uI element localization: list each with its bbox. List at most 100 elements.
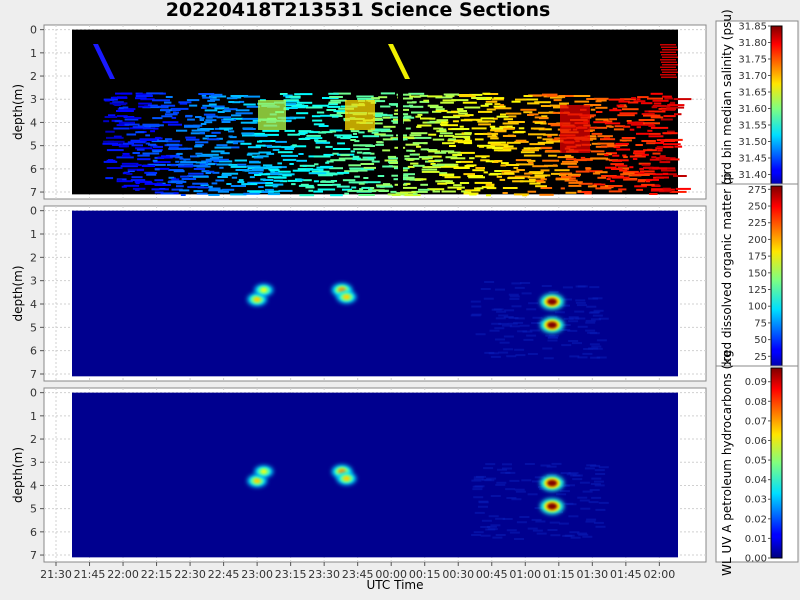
salinity-streak <box>107 140 125 143</box>
salinity-streak <box>216 116 231 119</box>
background-speckle <box>500 471 511 474</box>
salinity-streak <box>622 108 639 111</box>
salinity-streak <box>162 121 179 124</box>
salinity-streak <box>440 101 454 104</box>
salinity-streak <box>593 97 609 100</box>
salinity-streak <box>657 149 663 152</box>
salinity-streak <box>610 180 615 183</box>
background-speckle <box>540 464 551 467</box>
salinity-streak <box>437 182 448 185</box>
salinity-streak <box>238 179 244 182</box>
salinity-streak <box>202 96 213 99</box>
background-speckle <box>504 309 515 312</box>
salinity-streak <box>123 184 140 187</box>
salinity-streak <box>189 104 198 107</box>
salinity-streak <box>568 184 582 187</box>
salinity-streak <box>584 192 592 195</box>
salinity-streak <box>442 99 456 102</box>
salinity-streak <box>154 168 160 171</box>
salinity-streak <box>311 170 330 173</box>
background-speckle <box>490 495 501 497</box>
y-tick-label: 2 <box>30 251 37 264</box>
salinity-streak <box>116 180 133 183</box>
salinity-streak <box>370 187 375 189</box>
salinity-streak <box>314 139 319 142</box>
salinity-streak <box>265 166 282 169</box>
salinity-streak <box>127 117 142 120</box>
salinity-streak <box>636 132 649 135</box>
salinity-streak <box>663 115 676 118</box>
background-speckle <box>589 332 600 335</box>
salinity-streak <box>130 139 147 142</box>
salinity-streak <box>411 111 429 114</box>
salinity-streak <box>279 180 288 183</box>
salinity-streak <box>639 170 655 173</box>
salinity-streak <box>267 145 282 148</box>
salinity-streak <box>609 118 617 121</box>
background-speckle <box>566 503 577 506</box>
salinity-streak <box>239 100 245 103</box>
salinity-streak <box>420 117 432 120</box>
background-speckle <box>568 340 579 342</box>
colorbar-label: colored dissolved organic matter (p <box>720 173 734 386</box>
salinity-streak <box>532 165 548 168</box>
salinity-streak <box>652 99 669 102</box>
salinity-streak <box>557 156 574 159</box>
salinity-streak <box>205 135 217 137</box>
salinity-streak <box>380 134 394 137</box>
background-speckle <box>591 345 602 348</box>
salinity-streak <box>662 172 669 175</box>
salinity-streak <box>534 174 547 177</box>
salinity-streak <box>138 102 152 105</box>
salinity-streak <box>126 172 133 175</box>
salinity-streak <box>507 177 525 180</box>
y-tick-label: 3 <box>30 93 37 106</box>
salinity-streak <box>247 181 266 184</box>
hotspot-core <box>260 469 267 474</box>
salinity-streak <box>320 180 335 183</box>
background-speckle <box>519 324 530 327</box>
y-tick-label: 0 <box>30 24 37 37</box>
colorbar-tick-label: 31.80 <box>738 38 767 49</box>
salinity-streak <box>662 95 672 98</box>
salinity-streak <box>217 176 228 178</box>
salinity-streak <box>499 104 505 107</box>
colorbar-tick-label: 275 <box>748 185 767 196</box>
salinity-streak <box>527 102 540 105</box>
salinity-panel: 0 1 2 3 4 5 6 7 depth(m) 31.85 31.80 31.75 31.70 31.6… <box>11 9 799 208</box>
background-speckle <box>568 320 579 323</box>
salinity-streak <box>648 125 656 127</box>
salinity-streak <box>555 178 560 181</box>
salinity-streak <box>308 189 314 192</box>
background-speckle <box>507 322 518 325</box>
y-tick-label: 4 <box>30 298 37 311</box>
salinity-streak <box>409 153 419 156</box>
salinity-streak <box>515 139 527 142</box>
salinity-streak <box>653 102 662 105</box>
salinity-streak <box>496 115 509 118</box>
salinity-streak <box>505 112 522 115</box>
salinity-streak <box>287 179 303 182</box>
y-tick-label: 2 <box>30 433 37 446</box>
salinity-streak <box>282 174 289 177</box>
salinity-streak <box>308 172 327 175</box>
x-tick-label: 00:00 <box>375 568 407 581</box>
salinity-streak <box>284 103 297 106</box>
salinity-streak <box>529 171 544 174</box>
salinity-streak <box>645 180 651 183</box>
background-speckle <box>471 313 482 316</box>
salinity-streak <box>144 182 163 185</box>
salinity-streak <box>112 101 124 104</box>
salinity-streak <box>524 172 533 175</box>
salinity-streak <box>294 93 301 96</box>
salinity-streak <box>410 162 419 165</box>
salinity-streak <box>478 145 485 148</box>
salinity-streak <box>102 142 119 145</box>
colorbar-frame <box>715 20 799 200</box>
salinity-streak <box>520 108 537 111</box>
salinity-streak <box>663 143 681 146</box>
salinity-streak <box>502 187 518 189</box>
salinity-streak <box>491 98 504 101</box>
salinity-streak <box>258 173 270 176</box>
salinity-streak <box>453 114 470 117</box>
